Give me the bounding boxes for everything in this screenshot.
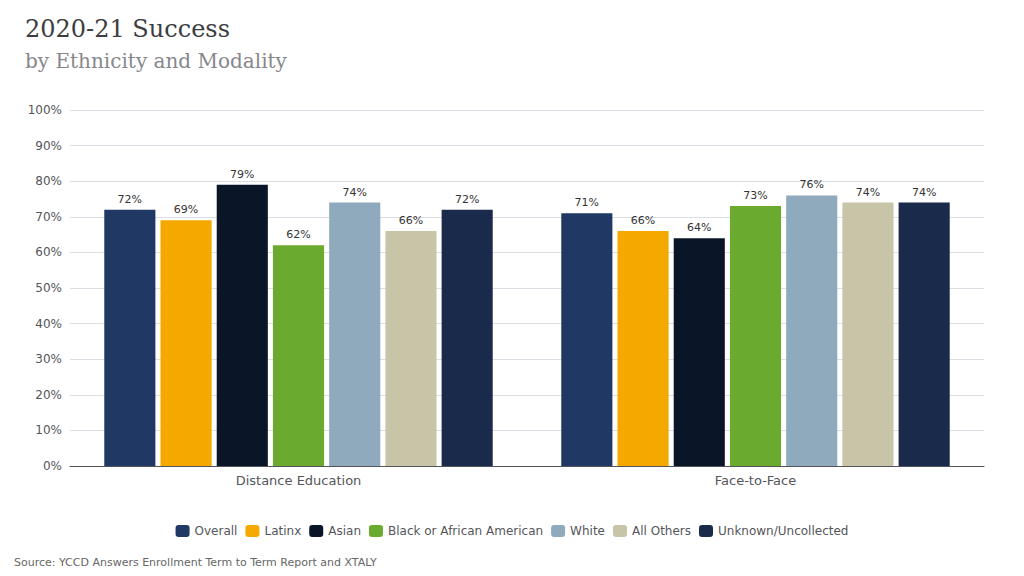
svg-text:90%: 90% <box>35 139 62 153</box>
svg-text:Source: YCCD Answers Enrollmen: Source: YCCD Answers Enrollment Term to … <box>14 556 377 569</box>
svg-text:60%: 60% <box>35 245 62 259</box>
svg-text:Latinx: Latinx <box>264 524 301 538</box>
svg-text:74%: 74% <box>912 186 936 199</box>
svg-text:Black or African American: Black or African American <box>388 524 543 538</box>
svg-text:Unknown/Uncollected: Unknown/Uncollected <box>718 524 848 538</box>
svg-text:69%: 69% <box>174 203 198 216</box>
svg-text:72%: 72% <box>455 193 479 206</box>
svg-text:White: White <box>570 524 605 538</box>
svg-text:2020-21 Success: 2020-21 Success <box>25 15 230 43</box>
svg-text:50%: 50% <box>35 281 62 295</box>
svg-text:All Others: All Others <box>632 524 691 538</box>
svg-text:100%: 100% <box>28 103 62 117</box>
svg-text:74%: 74% <box>856 186 880 199</box>
svg-text:73%: 73% <box>743 189 767 202</box>
svg-text:79%: 79% <box>230 168 254 181</box>
svg-text:70%: 70% <box>35 210 62 224</box>
svg-text:80%: 80% <box>35 174 62 188</box>
svg-text:Distance Education: Distance Education <box>236 473 362 488</box>
svg-text:10%: 10% <box>35 423 62 437</box>
svg-text:40%: 40% <box>35 317 62 331</box>
svg-text:71%: 71% <box>575 196 599 209</box>
svg-text:Asian: Asian <box>328 524 361 538</box>
svg-text:66%: 66% <box>399 214 423 227</box>
svg-text:Overall: Overall <box>195 524 238 538</box>
svg-text:30%: 30% <box>35 352 62 366</box>
svg-text:Face-to-Face: Face-to-Face <box>715 473 796 488</box>
svg-text:by Ethnicity and Modality: by Ethnicity and Modality <box>25 49 288 73</box>
svg-text:0%: 0% <box>43 459 62 473</box>
svg-text:72%: 72% <box>118 193 142 206</box>
svg-text:76%: 76% <box>799 178 823 191</box>
svg-text:64%: 64% <box>687 221 711 234</box>
svg-text:74%: 74% <box>342 186 366 199</box>
svg-text:20%: 20% <box>35 388 62 402</box>
svg-text:62%: 62% <box>286 228 310 241</box>
svg-text:66%: 66% <box>631 214 655 227</box>
